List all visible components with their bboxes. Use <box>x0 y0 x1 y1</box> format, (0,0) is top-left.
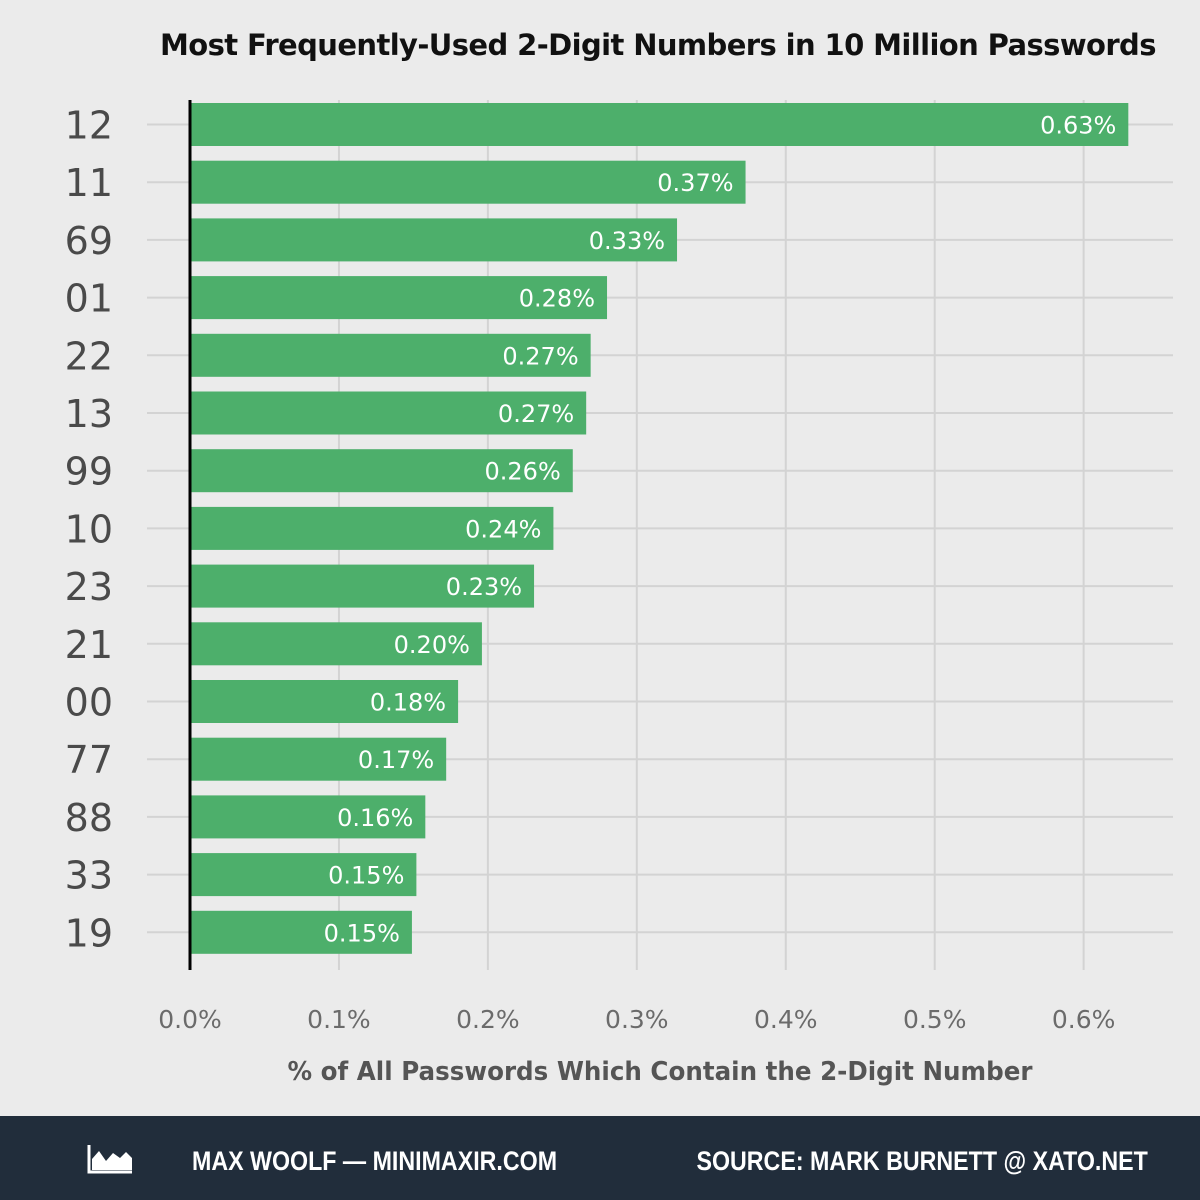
bar <box>190 333 591 377</box>
bar <box>190 910 412 954</box>
y-tick-label: 77 <box>65 738 113 782</box>
bar <box>190 449 573 493</box>
footer-source: SOURCE: MARK BURNETT @ XATO.NET <box>696 1146 1148 1176</box>
y-tick-label: 33 <box>65 854 113 898</box>
footer-bar: MAX WOOLF — MINIMAXIR.COM SOURCE: MARK B… <box>0 1116 1200 1200</box>
chart-title: Most Frequently-Used 2-Digit Numbers in … <box>160 28 1156 62</box>
footer-author: MAX WOOLF — MINIMAXIR.COM <box>192 1146 558 1176</box>
y-tick-label: 99 <box>65 450 113 494</box>
bar <box>190 622 482 666</box>
y-tick-label: 22 <box>65 334 113 378</box>
bars <box>190 103 1129 954</box>
y-tick-label: 21 <box>65 623 113 667</box>
bar <box>190 853 417 897</box>
bar <box>190 160 746 204</box>
bar <box>190 276 608 320</box>
x-tick-label: 0.2% <box>456 1005 520 1034</box>
x-tick-label: 0.6% <box>1052 1005 1116 1034</box>
y-tick-label: 00 <box>65 681 113 725</box>
bar-value-label: 0.23% <box>446 573 522 601</box>
bar-value-label: 0.16% <box>337 804 413 832</box>
y-tick-label: 88 <box>65 796 113 840</box>
bar <box>190 737 447 781</box>
y-tick-label: 23 <box>65 565 113 609</box>
y-tick-label: 19 <box>65 911 113 955</box>
x-tick-label: 0.0% <box>158 1005 222 1034</box>
x-tick-label: 0.4% <box>754 1005 818 1034</box>
bar-value-label: 0.37% <box>657 169 733 197</box>
y-tick-label: 11 <box>65 161 113 205</box>
area-chart-icon <box>87 1145 132 1174</box>
bar-value-label: 0.15% <box>328 862 404 890</box>
y-tick-label: 13 <box>65 392 113 436</box>
bar-value-label: 0.24% <box>465 515 541 543</box>
bar-value-label: 0.18% <box>370 689 446 717</box>
bar <box>190 680 459 723</box>
y-tick-label: 12 <box>65 104 113 148</box>
y-tick-label: 69 <box>65 219 113 263</box>
x-tick-label: 0.3% <box>605 1005 669 1034</box>
x-tick-labels: 0.0% 0.1% 0.2% 0.3% 0.4% 0.5% 0.6% <box>158 1005 1115 1034</box>
bar <box>190 391 587 435</box>
x-tick-label: 0.5% <box>903 1005 967 1034</box>
y-tick-label: 10 <box>65 507 113 551</box>
x-axis-title: % of All Passwords Which Contain the 2-D… <box>288 1057 1033 1087</box>
bar-chart: 0.63% 0.37% 0.33% 0.28% 0.27% 0.27% 0.26% 0.24%… <box>65 100 1173 1087</box>
bar-value-label: 0.15% <box>324 919 400 947</box>
y-tick-label: 01 <box>65 277 113 321</box>
bar-value-label: 0.27% <box>498 400 574 428</box>
bar <box>190 218 678 262</box>
bar-value-label: 0.28% <box>519 285 595 313</box>
y-tick-labels: 12 11 69 01 22 13 99 10 23 21 00 77 88 33 19 <box>65 104 113 956</box>
bar-value-label: 0.33% <box>589 227 665 255</box>
bar-value-label: 0.27% <box>502 342 578 370</box>
data-labels: 0.63% 0.37% 0.33% 0.28% 0.27% 0.27% 0.26% 0.24%… <box>324 112 1117 948</box>
bar <box>190 564 535 608</box>
bar <box>190 506 554 550</box>
bar <box>190 795 426 839</box>
bar-value-label: 0.63% <box>1040 112 1116 140</box>
bar-value-label: 0.17% <box>358 746 434 774</box>
bar-value-label: 0.26% <box>485 458 561 486</box>
x-tick-label: 0.1% <box>307 1005 371 1034</box>
bar-value-label: 0.20% <box>394 631 470 659</box>
bar <box>190 103 1129 146</box>
